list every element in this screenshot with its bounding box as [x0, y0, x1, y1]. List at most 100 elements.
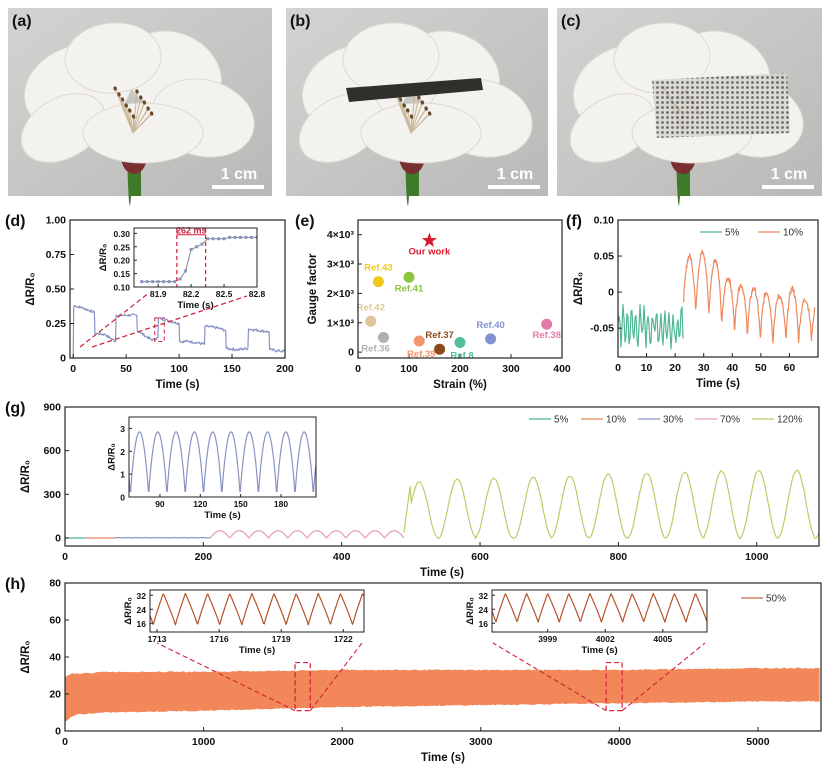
x-tick-label: 400 [333, 551, 351, 563]
y-tick-label: 0 [120, 493, 125, 503]
data-point [454, 336, 466, 348]
plot-frame [617, 219, 819, 358]
scale-bar [762, 185, 814, 189]
x-tick-label: 5000 [746, 736, 770, 748]
chart-h: 0 1000 2000 3000 4000 5000 0 20 40 60 80 Time (s) ΔR… [5, 576, 822, 764]
x-tick-label: 1000 [745, 551, 769, 563]
point-label: Ref.36 [361, 343, 390, 354]
x-axis-title: Time (s) [420, 567, 464, 579]
x-tick-label: 400 [553, 363, 571, 375]
x-tick-label: 3000 [469, 736, 493, 748]
scale-bar [212, 185, 264, 189]
data-point [151, 280, 155, 284]
plot-area [618, 220, 818, 357]
x-tick-label: 2000 [330, 736, 354, 748]
y-tick-label: 0.15 [113, 269, 130, 279]
y-tick-label: 0.50 [46, 284, 67, 296]
flower-anther [121, 98, 125, 102]
y-axis-title: ΔR/R₀ [123, 597, 134, 624]
y-tick-label: 0.75 [46, 249, 67, 261]
plot-frame [128, 416, 317, 498]
y-tick-label: 16 [479, 619, 489, 629]
panel-label: (a) [12, 13, 32, 30]
series-line [492, 592, 707, 623]
x-tick-label: 82.8 [249, 289, 266, 299]
flower-stamen [132, 108, 149, 134]
panel-label: (e) [295, 213, 315, 230]
x-tick-label: 81.9 [150, 289, 167, 299]
data-point [162, 280, 166, 284]
data-point [195, 245, 199, 249]
flower-anther [135, 90, 139, 94]
flower-anther [132, 115, 136, 119]
legend-label: 10% [606, 415, 626, 426]
plot-marks [140, 228, 257, 287]
flower-petal [360, 102, 482, 164]
y-tick-label: 0.10 [113, 283, 130, 293]
y-tick-label: 600 [43, 445, 61, 457]
y-tick-label: -0.05 [590, 323, 614, 335]
y-axis-title: ΔR/R₀ [98, 244, 109, 271]
x-tick-label: 1722 [334, 634, 353, 644]
chart-h-inset1: 1713 1716 1719 1722 16 24 32 Time (s) ΔR/R₀ [123, 589, 365, 656]
flower-stamen [410, 116, 413, 134]
point-label: Ref.37 [425, 330, 454, 341]
photo-panel-b: (b) 1 cm [286, 8, 548, 206]
plot-marks [129, 431, 316, 492]
flower-anther [428, 112, 432, 116]
data-point [200, 242, 204, 246]
x-tick-label: 20 [669, 362, 681, 374]
flower-stamen [132, 116, 135, 134]
legend-label: 5% [554, 415, 569, 426]
data-point [434, 343, 446, 355]
y-tick-label: 3×10³ [327, 259, 355, 271]
flower-stamen [410, 102, 423, 134]
x-tick-label: 4002 [596, 634, 615, 644]
y-axis-title: ΔR/R₀ [20, 460, 32, 493]
flower-petal [64, 22, 162, 94]
x-tick-label: 200 [195, 551, 213, 563]
x-tick-label: 150 [223, 363, 241, 375]
y-tick-label: 0 [348, 347, 354, 359]
legend-label: 50% [766, 594, 786, 605]
data-point [217, 237, 221, 241]
data-point [378, 331, 389, 343]
plot-frame [491, 589, 708, 633]
point-label: Ref.8 [450, 350, 473, 361]
data-point-star [421, 232, 437, 247]
data-point [372, 276, 384, 288]
flower-stamen [404, 105, 412, 134]
x-tick-label: 1719 [272, 634, 291, 644]
legend-label: 30% [663, 415, 683, 426]
data-point [403, 271, 415, 283]
scale-bar-label: 1 cm [497, 166, 533, 183]
flower-anther [420, 101, 425, 105]
y-tick-label: 0.20 [113, 256, 130, 266]
chart-g-inset: 90 120 150 180 0 1 2 3 Time (s) ΔR/R₀ [107, 416, 317, 521]
y-tick-label: 60 [49, 615, 61, 627]
y-tick-label: 0 [608, 287, 614, 299]
x-tick-label: 120 [193, 499, 207, 509]
x-tick-label: 200 [276, 363, 294, 375]
scale-bar-label: 1 cm [221, 166, 257, 183]
x-tick-label: 150 [234, 499, 248, 509]
x-tick-label: 100 [170, 363, 188, 375]
flower-stamen [118, 94, 134, 134]
flower-stamen [410, 113, 431, 134]
series-line-10pct [683, 249, 816, 344]
chart-e: 0 100 200 300 400 0 1×10³ 2×10³ 3×10³ 4×10³ Strain… [295, 213, 571, 391]
y-tick-label: 3 [120, 424, 125, 434]
data-point [189, 247, 193, 251]
x-axis-title: Time (s) [421, 752, 465, 764]
flower-anther [124, 104, 128, 108]
x-tick-label: 1716 [210, 634, 229, 644]
data-point [365, 315, 377, 327]
x-tick-label: 300 [502, 363, 520, 375]
series-line [141, 236, 257, 283]
x-tick-label: 4005 [653, 634, 672, 644]
plot-frame [133, 227, 258, 288]
y-tick-label: 0.05 [594, 251, 615, 263]
data-point [250, 235, 254, 239]
plot-marks [150, 592, 364, 626]
